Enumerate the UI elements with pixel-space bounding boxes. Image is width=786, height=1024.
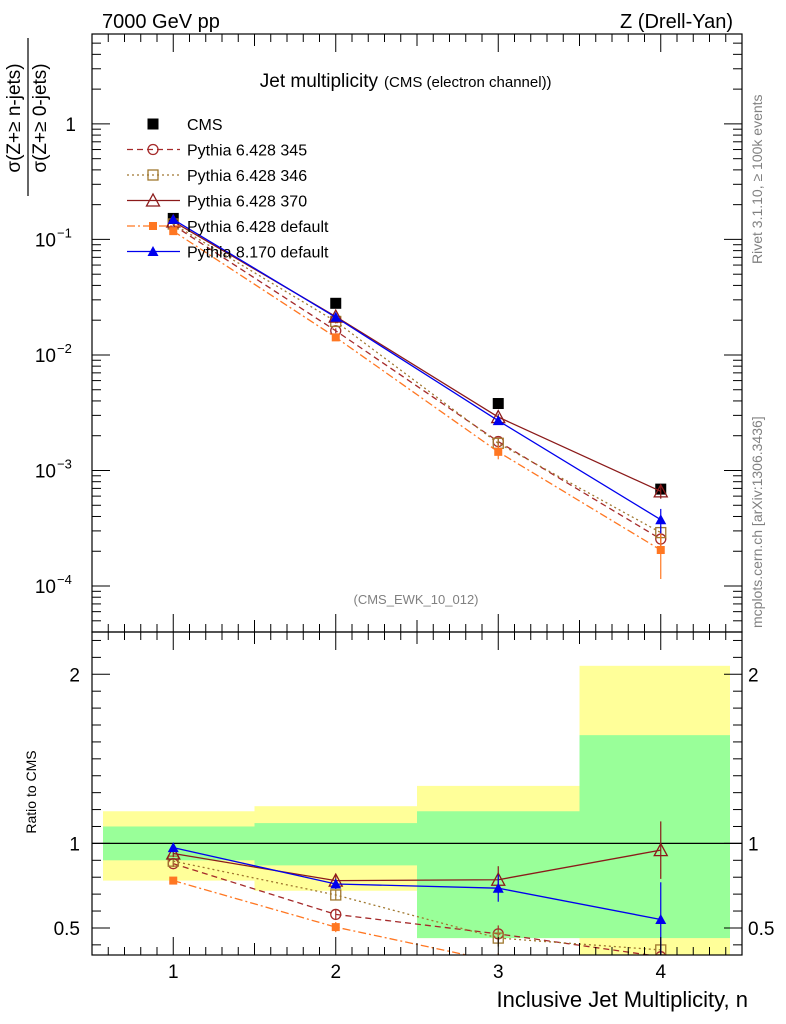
legend-marker <box>147 118 159 130</box>
legend-label: Pythia 6.428 345 <box>187 143 307 160</box>
main-y-tick-exponent: −3 <box>57 456 72 471</box>
ratio-point <box>330 878 342 889</box>
ratio-point <box>330 889 342 901</box>
legend-marker <box>149 222 157 230</box>
ratio-y-tick-label-left: 0.5 <box>54 919 80 940</box>
main-y-tick-label: 10 <box>35 577 56 598</box>
main-y-tick-label: 10 <box>35 230 56 251</box>
ratio-y-tick-label-right: 2 <box>748 665 759 686</box>
legend-entry: Pythia 8.170 default <box>127 245 329 262</box>
chart-title: Jet multiplicity <box>260 71 379 92</box>
legend-entry: Pythia 6.428 default <box>127 219 329 236</box>
main-point <box>492 398 504 410</box>
main-series-line <box>172 230 662 551</box>
legend-marker <box>147 169 159 181</box>
legend-label: CMS <box>187 117 223 134</box>
main-series-layer <box>165 212 669 580</box>
legend-marker <box>147 246 159 256</box>
header-right: Z (Drell-Yan) <box>620 11 733 33</box>
ratio-y-tick-label-left: 1 <box>69 834 80 855</box>
main-series-line <box>172 224 662 540</box>
legend-entry: Pythia 6.428 370 <box>127 192 307 211</box>
ratio-point <box>331 923 340 932</box>
main-series-line <box>172 220 662 492</box>
x-tick-label: 3 <box>493 962 504 983</box>
ratio-point <box>655 913 667 924</box>
main-y-tick-label: 1 <box>65 115 76 136</box>
legend-entry: CMS <box>147 117 223 134</box>
main-point <box>330 297 342 309</box>
main-point <box>330 311 342 322</box>
x-axis-label: Inclusive Jet Multiplicity, n <box>497 987 748 1012</box>
ratio-y-tick-label-right: 0.5 <box>748 919 774 940</box>
main-series-pythia-6-428-346 <box>167 218 667 541</box>
main-y-tick-exponent: −4 <box>57 572 72 587</box>
main-series-pythia-8-170-default <box>167 213 667 534</box>
green-band-bin <box>579 735 730 939</box>
legend-entry: Pythia 6.428 345 <box>127 143 307 160</box>
header-left: 7000 GeV pp <box>102 11 220 33</box>
main-point <box>655 514 667 525</box>
main-point <box>653 483 669 498</box>
main-series-pythia-6-428-default <box>169 227 665 580</box>
main-y-tick-exponent: −1 <box>57 225 72 240</box>
legend: CMS Pythia 6.428 345 Pythia 6.428 346 Pythi… <box>127 117 329 262</box>
main-y-tick-label: 10 <box>35 461 56 482</box>
ratio-uncertainty-bands <box>103 665 730 955</box>
ratio-point <box>169 876 178 885</box>
main-series-pythia-6-428-345 <box>167 219 667 548</box>
ratio-point <box>165 845 181 860</box>
ratio-y-axis-label: Ratio to CMS <box>23 750 39 833</box>
mcplots-label: mcplots.cern.ch [arXiv:1306.3436] <box>749 416 765 628</box>
ratio-series-line <box>173 846 661 921</box>
rivet-version-label: Rivet 3.1.10, ≥ 100k events <box>749 94 765 264</box>
main-point <box>492 415 504 426</box>
x-tick-label: 1 <box>168 962 179 983</box>
ratio-point <box>492 882 504 893</box>
ratio-point <box>330 908 342 921</box>
legend-marker <box>145 192 161 207</box>
ratio-series-line <box>173 849 661 882</box>
analysis-tag: (CMS_EWK_10_012) <box>354 592 479 607</box>
legend-marker <box>147 143 159 156</box>
main-point <box>167 213 179 224</box>
main-y-tick-label: 10 <box>35 346 56 367</box>
legend-label: Pythia 6.428 370 <box>187 194 307 211</box>
legend-label: Pythia 6.428 346 <box>187 168 307 185</box>
axis-ticks <box>92 33 742 955</box>
main-y-tick-exponent: −2 <box>57 341 72 356</box>
main-point <box>331 333 340 342</box>
main-point <box>494 447 503 456</box>
x-tick-label: 2 <box>330 962 341 983</box>
main-point <box>169 227 178 236</box>
tick-labels: 110 −110 −210 −310 −41 2 3 40.5 0.51 12 2 <box>35 115 775 983</box>
ratio-point <box>167 842 179 853</box>
green-band-bin <box>254 823 417 866</box>
legend-entry: Pythia 6.428 346 <box>127 168 307 185</box>
ratio-y-tick-label-left: 2 <box>69 665 80 686</box>
main-series-line <box>172 218 662 521</box>
legend-label: Pythia 8.170 default <box>187 245 329 262</box>
x-tick-label: 4 <box>655 962 666 983</box>
legend-label: Pythia 6.428 default <box>187 219 329 236</box>
main-point <box>656 546 665 555</box>
chart-subtitle: (CMS (electron channel)) <box>384 74 552 91</box>
ratio-y-tick-label-right: 1 <box>748 834 759 855</box>
y-axis-label-numerator: σ(Z+≥ n-jets) <box>4 63 25 172</box>
ratio-point <box>653 842 669 857</box>
y-axis-label-denominator: σ(Z+≥ 0-jets) <box>30 63 51 172</box>
main-series-line <box>172 223 662 534</box>
